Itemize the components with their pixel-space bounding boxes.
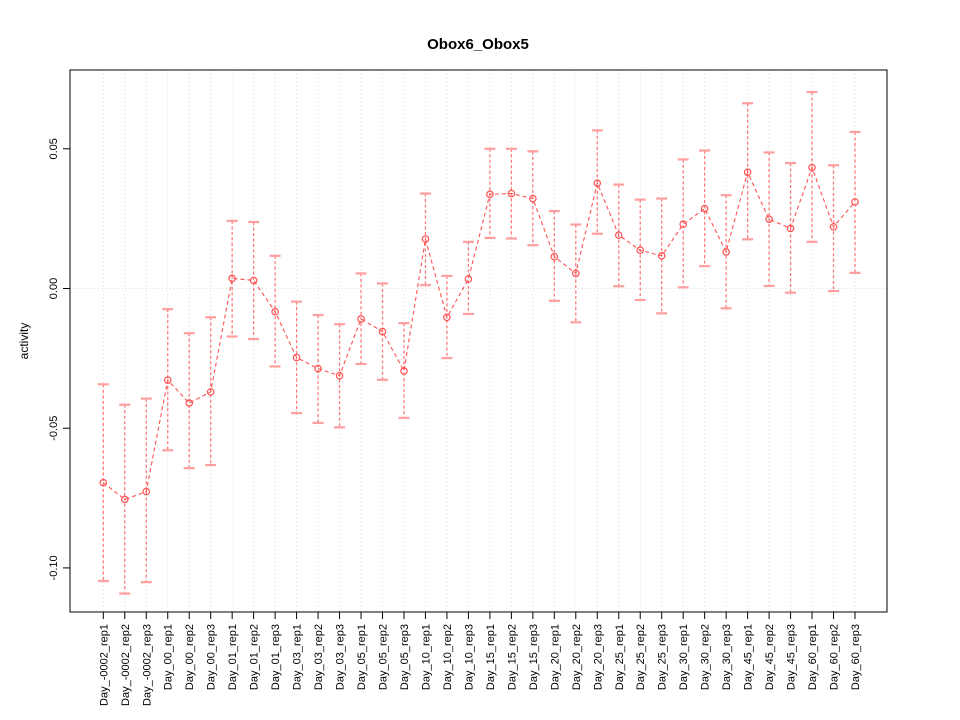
data-point xyxy=(808,163,816,172)
x-tick-label: Day_20_rep3 xyxy=(592,624,604,690)
data-point xyxy=(206,388,215,396)
x-tick-label: Day_15_rep1 xyxy=(485,624,497,690)
x-tick-label: Day_-0002_rep3 xyxy=(141,624,153,706)
x-tick-label: Day_30_rep2 xyxy=(700,624,712,690)
data-point xyxy=(765,215,773,224)
x-tick-label: Day_60_rep2 xyxy=(829,624,841,690)
x-tick-label: Day_15_rep3 xyxy=(528,624,540,690)
data-point xyxy=(657,252,666,260)
data-point xyxy=(335,371,344,380)
data-point xyxy=(550,252,559,261)
y-tick-label: -0.10 xyxy=(48,555,60,580)
x-tick-label: Day_00_rep1 xyxy=(163,624,175,690)
x-tick-label: Day_00_rep2 xyxy=(184,624,196,690)
data-point xyxy=(314,364,322,373)
x-tick-label: Day_20_rep2 xyxy=(571,624,583,690)
x-tick-label: Day_60_rep1 xyxy=(807,624,819,690)
x-tick-label: Day_01_rep2 xyxy=(249,624,261,690)
x-tick-label: Day_00_rep3 xyxy=(206,624,218,690)
data-point xyxy=(249,276,258,285)
x-tick-label: Day_-0002_rep2 xyxy=(120,624,132,706)
y-tick-label: -0.05 xyxy=(48,416,60,441)
plot-border xyxy=(69,69,888,613)
data-point xyxy=(851,198,859,206)
x-tick-label: Day_03_rep1 xyxy=(292,624,304,690)
data-point xyxy=(636,246,645,255)
x-tick-label: Day_05_rep1 xyxy=(356,624,368,690)
data-point xyxy=(271,307,279,316)
data-point xyxy=(142,487,151,496)
axes: -0.10 -0.05 0.00 0.05 Day_-0002_rep1 Day_-000… xyxy=(48,138,862,706)
data-point xyxy=(829,222,838,231)
chart-title: Obox6_Obox5 xyxy=(427,36,529,53)
data-point xyxy=(700,204,709,213)
data-point xyxy=(593,179,602,187)
data-point xyxy=(400,367,408,375)
data-point xyxy=(292,353,301,362)
x-tick-label: Day_25_rep2 xyxy=(635,624,647,690)
data-point xyxy=(507,189,516,198)
data-point xyxy=(228,274,236,283)
x-tick-label: Day_05_rep2 xyxy=(378,624,390,690)
x-tick-label: Day_30_rep3 xyxy=(721,624,733,690)
x-tick-label: Day_01_rep1 xyxy=(227,624,239,690)
data-point xyxy=(378,327,387,336)
data-point xyxy=(185,399,194,407)
x-tick-label: Day_-0002_rep1 xyxy=(98,624,110,706)
x-tick-label: Day_25_rep1 xyxy=(614,624,626,690)
data-point xyxy=(529,194,537,203)
data-point xyxy=(464,275,473,283)
x-tick-label: Day_45_rep3 xyxy=(786,624,798,690)
x-tick-label: Day_60_rep3 xyxy=(850,624,862,690)
x-tick-label: Day_45_rep1 xyxy=(743,624,755,690)
series-line xyxy=(102,165,856,501)
data-point xyxy=(357,315,365,323)
gridlines xyxy=(70,70,887,612)
data-point xyxy=(786,224,795,233)
data-point xyxy=(443,313,451,322)
error-bars xyxy=(97,90,861,595)
data-point xyxy=(421,235,430,243)
x-tick-label: Day_10_rep3 xyxy=(463,624,475,690)
data-point xyxy=(120,495,129,504)
x-tick-label: Day_03_rep2 xyxy=(313,624,325,690)
x-tick-label: Day_45_rep2 xyxy=(764,624,776,690)
data-point xyxy=(486,190,494,199)
data-point xyxy=(571,269,580,278)
y-tick-label: 0.05 xyxy=(48,138,60,159)
y-tick-label: 0.00 xyxy=(48,278,60,299)
x-tick-label: Day_05_rep3 xyxy=(399,624,411,690)
data-series xyxy=(99,163,859,504)
data-point xyxy=(722,248,730,256)
data-point xyxy=(679,220,687,229)
data-point xyxy=(743,168,752,177)
x-tick-label: Day_30_rep1 xyxy=(678,624,690,690)
y-axis-label: activity xyxy=(17,323,31,360)
x-tick-label: Day_25_rep3 xyxy=(657,624,669,690)
x-tick-label: Day_03_rep3 xyxy=(335,624,347,690)
x-tick-label: Day_15_rep2 xyxy=(506,624,518,690)
x-tick-label: Day_20_rep1 xyxy=(549,624,561,690)
x-tick-label: Day_01_rep3 xyxy=(270,624,282,690)
data-point xyxy=(614,231,623,239)
x-tick-label: Day_10_rep1 xyxy=(420,624,432,690)
data-point xyxy=(99,478,108,487)
data-point xyxy=(163,376,172,384)
x-tick-label: Day_10_rep2 xyxy=(442,624,454,690)
